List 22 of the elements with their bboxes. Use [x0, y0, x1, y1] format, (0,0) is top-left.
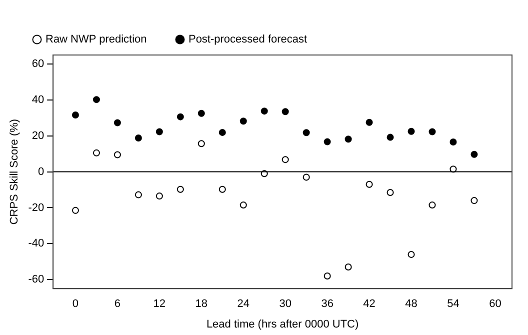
- y-tick-label: 0: [38, 166, 44, 178]
- x-tick-label: 36: [321, 298, 334, 310]
- y-tick-label: -60: [28, 274, 44, 286]
- x-tick-label: 42: [363, 298, 376, 310]
- x-tick-label: 30: [279, 298, 292, 310]
- y-axis-title: CRPS Skill Score (%): [8, 118, 21, 225]
- x-axis-title: Lead time (hrs after 0000 UTC): [206, 318, 359, 330]
- x-tick-label: 0: [72, 298, 79, 310]
- y-tick-label: 60: [32, 58, 44, 70]
- y-tick-label: -40: [28, 238, 44, 250]
- x-tick-label: 24: [237, 298, 250, 310]
- legend-label: Post-processed forecast: [188, 34, 308, 46]
- x-tick-label: 12: [153, 298, 166, 310]
- x-tick-label: 48: [405, 298, 418, 310]
- y-tick-label: 20: [32, 130, 44, 142]
- x-tick-label: 54: [447, 298, 460, 310]
- legend-label: Raw NWP prediction: [46, 34, 147, 46]
- y-tick-label: 40: [32, 94, 44, 106]
- x-tick-label: 6: [114, 298, 121, 310]
- y-tick-label: -20: [28, 202, 44, 214]
- x-tick-label: 60: [489, 298, 502, 310]
- x-tick-label: 18: [195, 298, 208, 310]
